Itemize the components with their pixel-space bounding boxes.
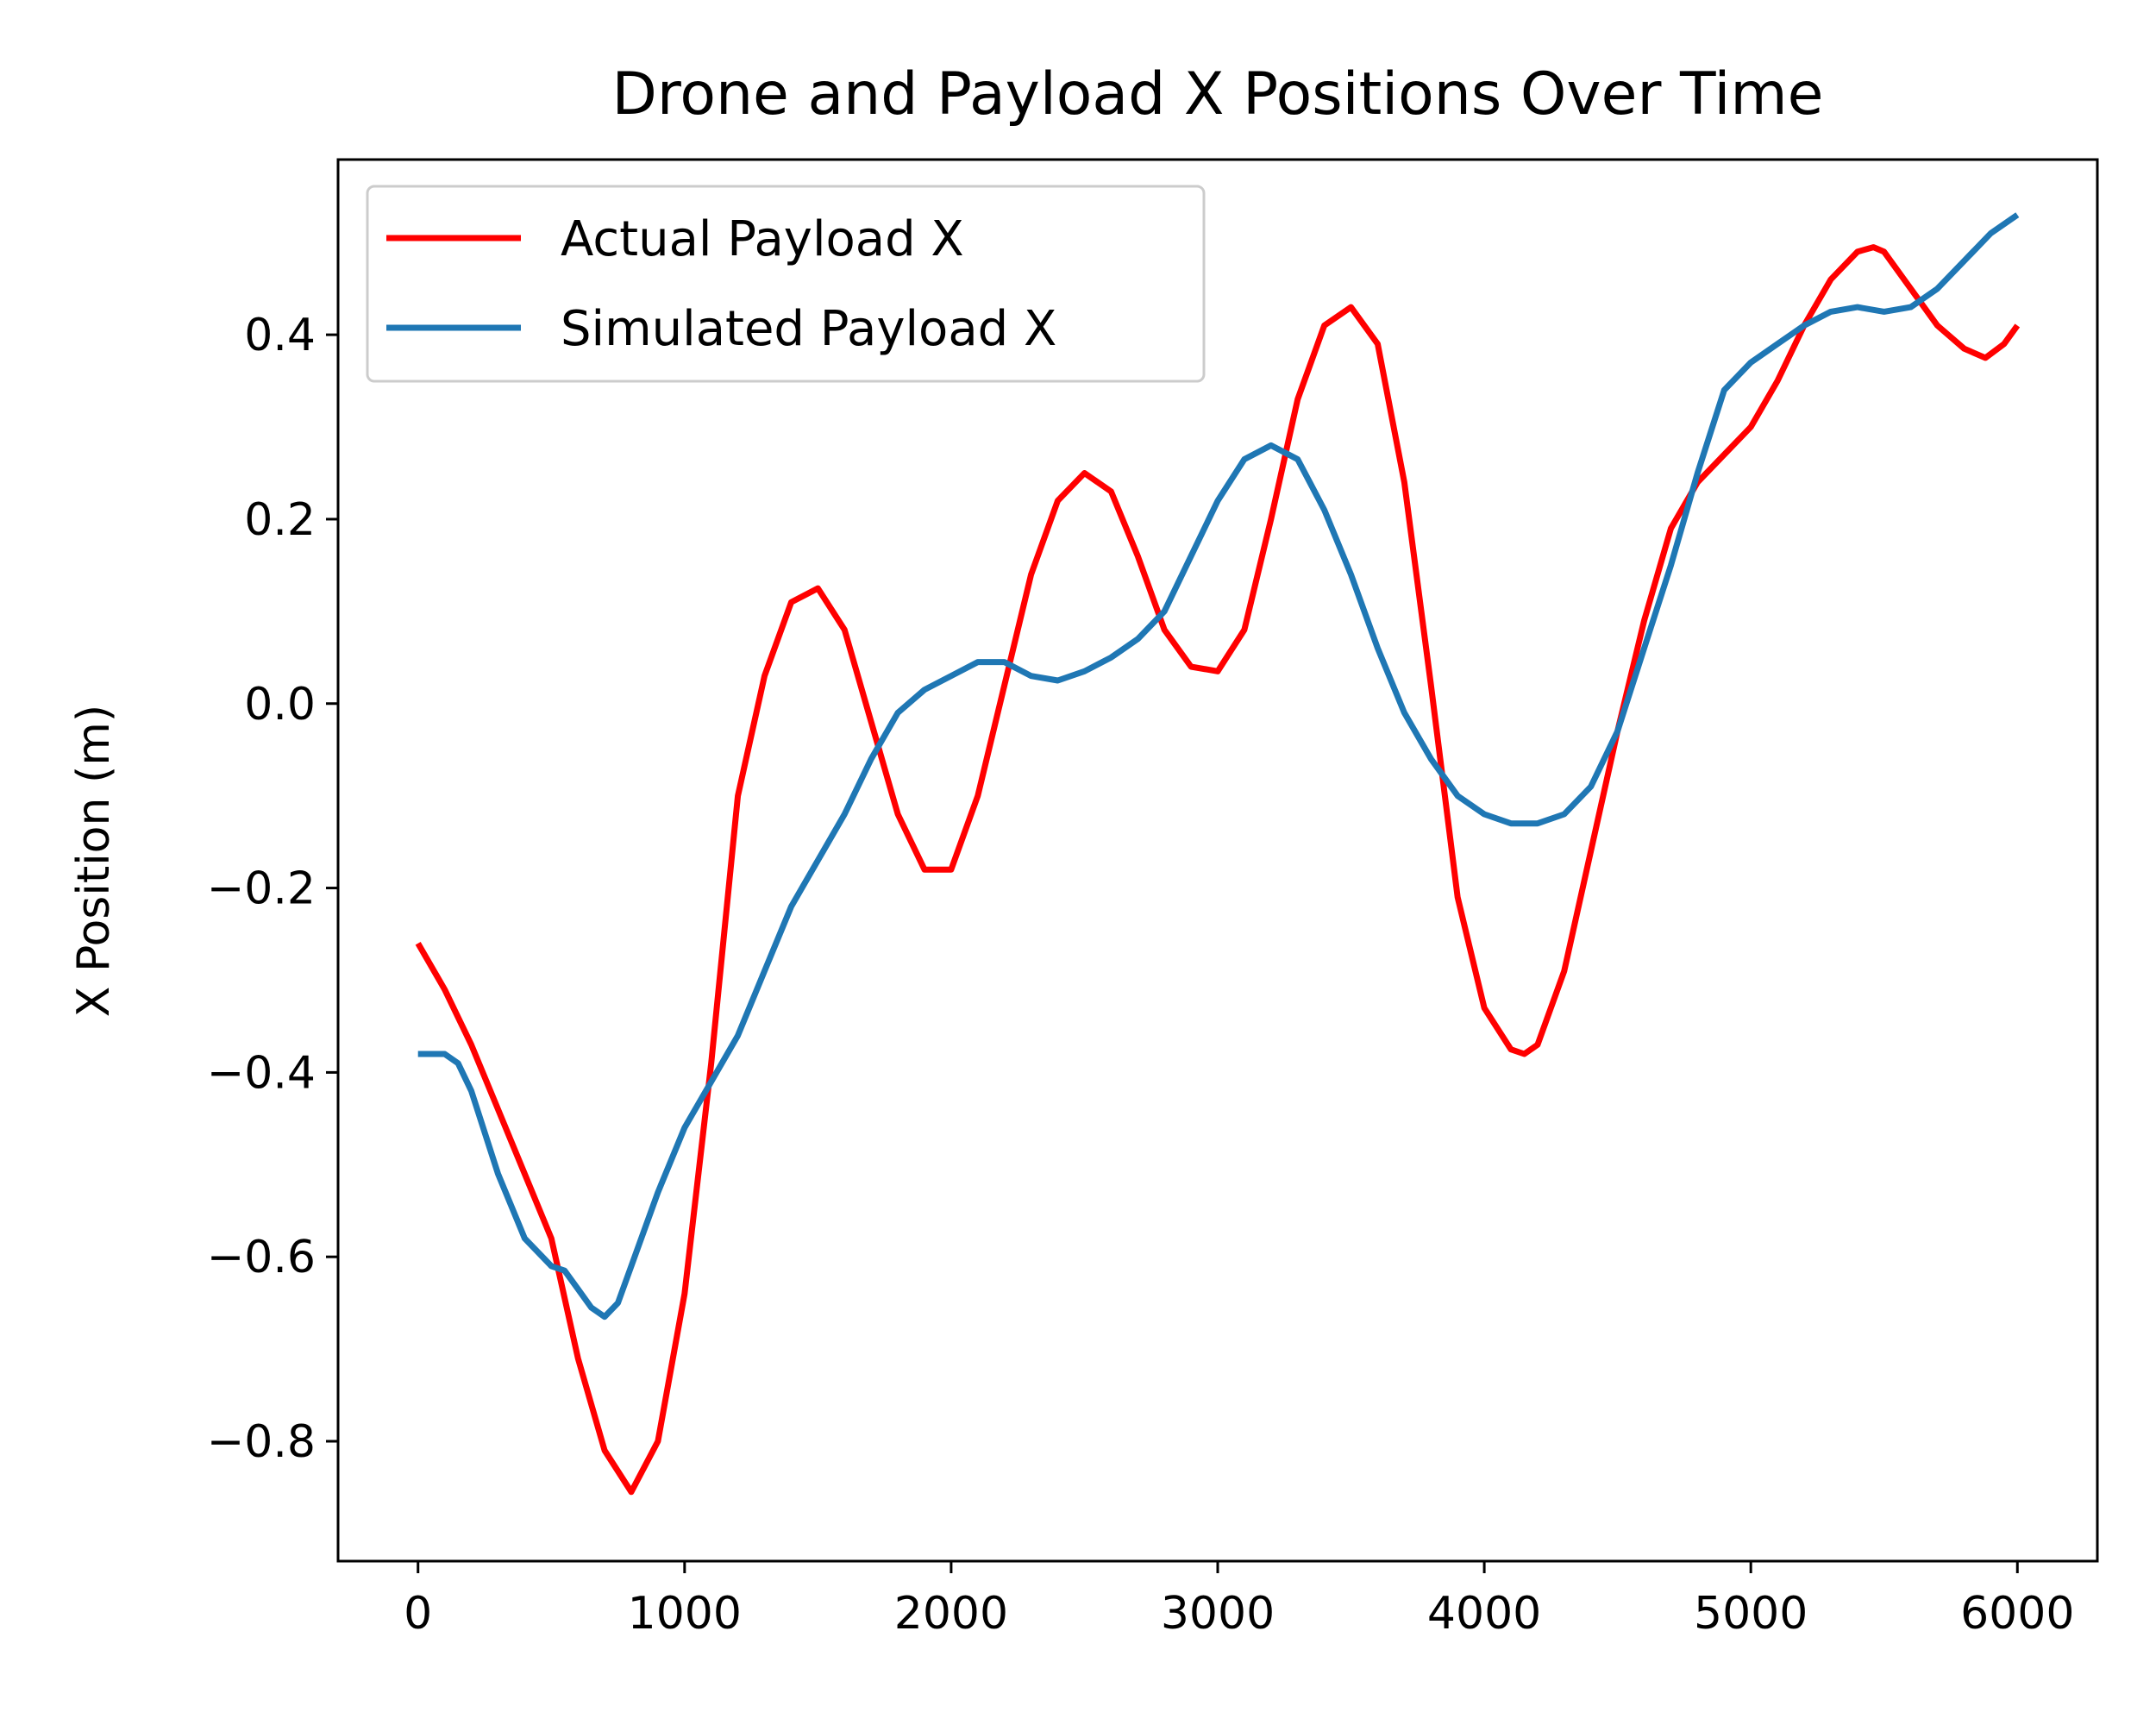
y-tick-label: 0.0 xyxy=(244,679,316,731)
legend-box xyxy=(366,185,1206,383)
series-line-simulated-payload-x xyxy=(417,212,2020,1320)
x-tick-label: 3000 xyxy=(1161,1588,1275,1640)
series-line-actual-payload-x xyxy=(415,244,2021,1496)
x-tick-label: 0 xyxy=(404,1588,432,1640)
x-tick-label: 5000 xyxy=(1694,1588,1808,1640)
y-tick-label: −0.6 xyxy=(207,1232,316,1283)
y-tick-label: 0.2 xyxy=(244,494,316,546)
legend-label-simulated-payload-x: Simulated Payload X xyxy=(561,301,1056,357)
x-axis: 0 1000 2000 3000 4000 5000 6000 xyxy=(404,1561,2074,1640)
y-axis-label: X Position (m) xyxy=(68,705,120,1017)
x-tick-label: 1000 xyxy=(628,1588,742,1640)
legend-label-actual-payload-x: Actual Payload X xyxy=(561,211,964,267)
legend: Actual Payload X Simulated Payload X xyxy=(366,185,1206,383)
x-tick-label: 4000 xyxy=(1427,1588,1541,1640)
x-tick-label: 6000 xyxy=(1960,1588,2074,1640)
chart-title: Drone and Payload X Positions Over Time xyxy=(612,60,1824,129)
y-tick-label: −0.8 xyxy=(207,1416,316,1468)
y-tick-label: −0.2 xyxy=(207,863,316,915)
y-tick-label: −0.4 xyxy=(207,1047,316,1099)
x-tick-label: 2000 xyxy=(894,1588,1008,1640)
y-axis: −0.8 −0.6 −0.4 −0.2 0.0 0.2 0.4 xyxy=(207,310,338,1468)
y-tick-label: 0.4 xyxy=(244,310,316,361)
